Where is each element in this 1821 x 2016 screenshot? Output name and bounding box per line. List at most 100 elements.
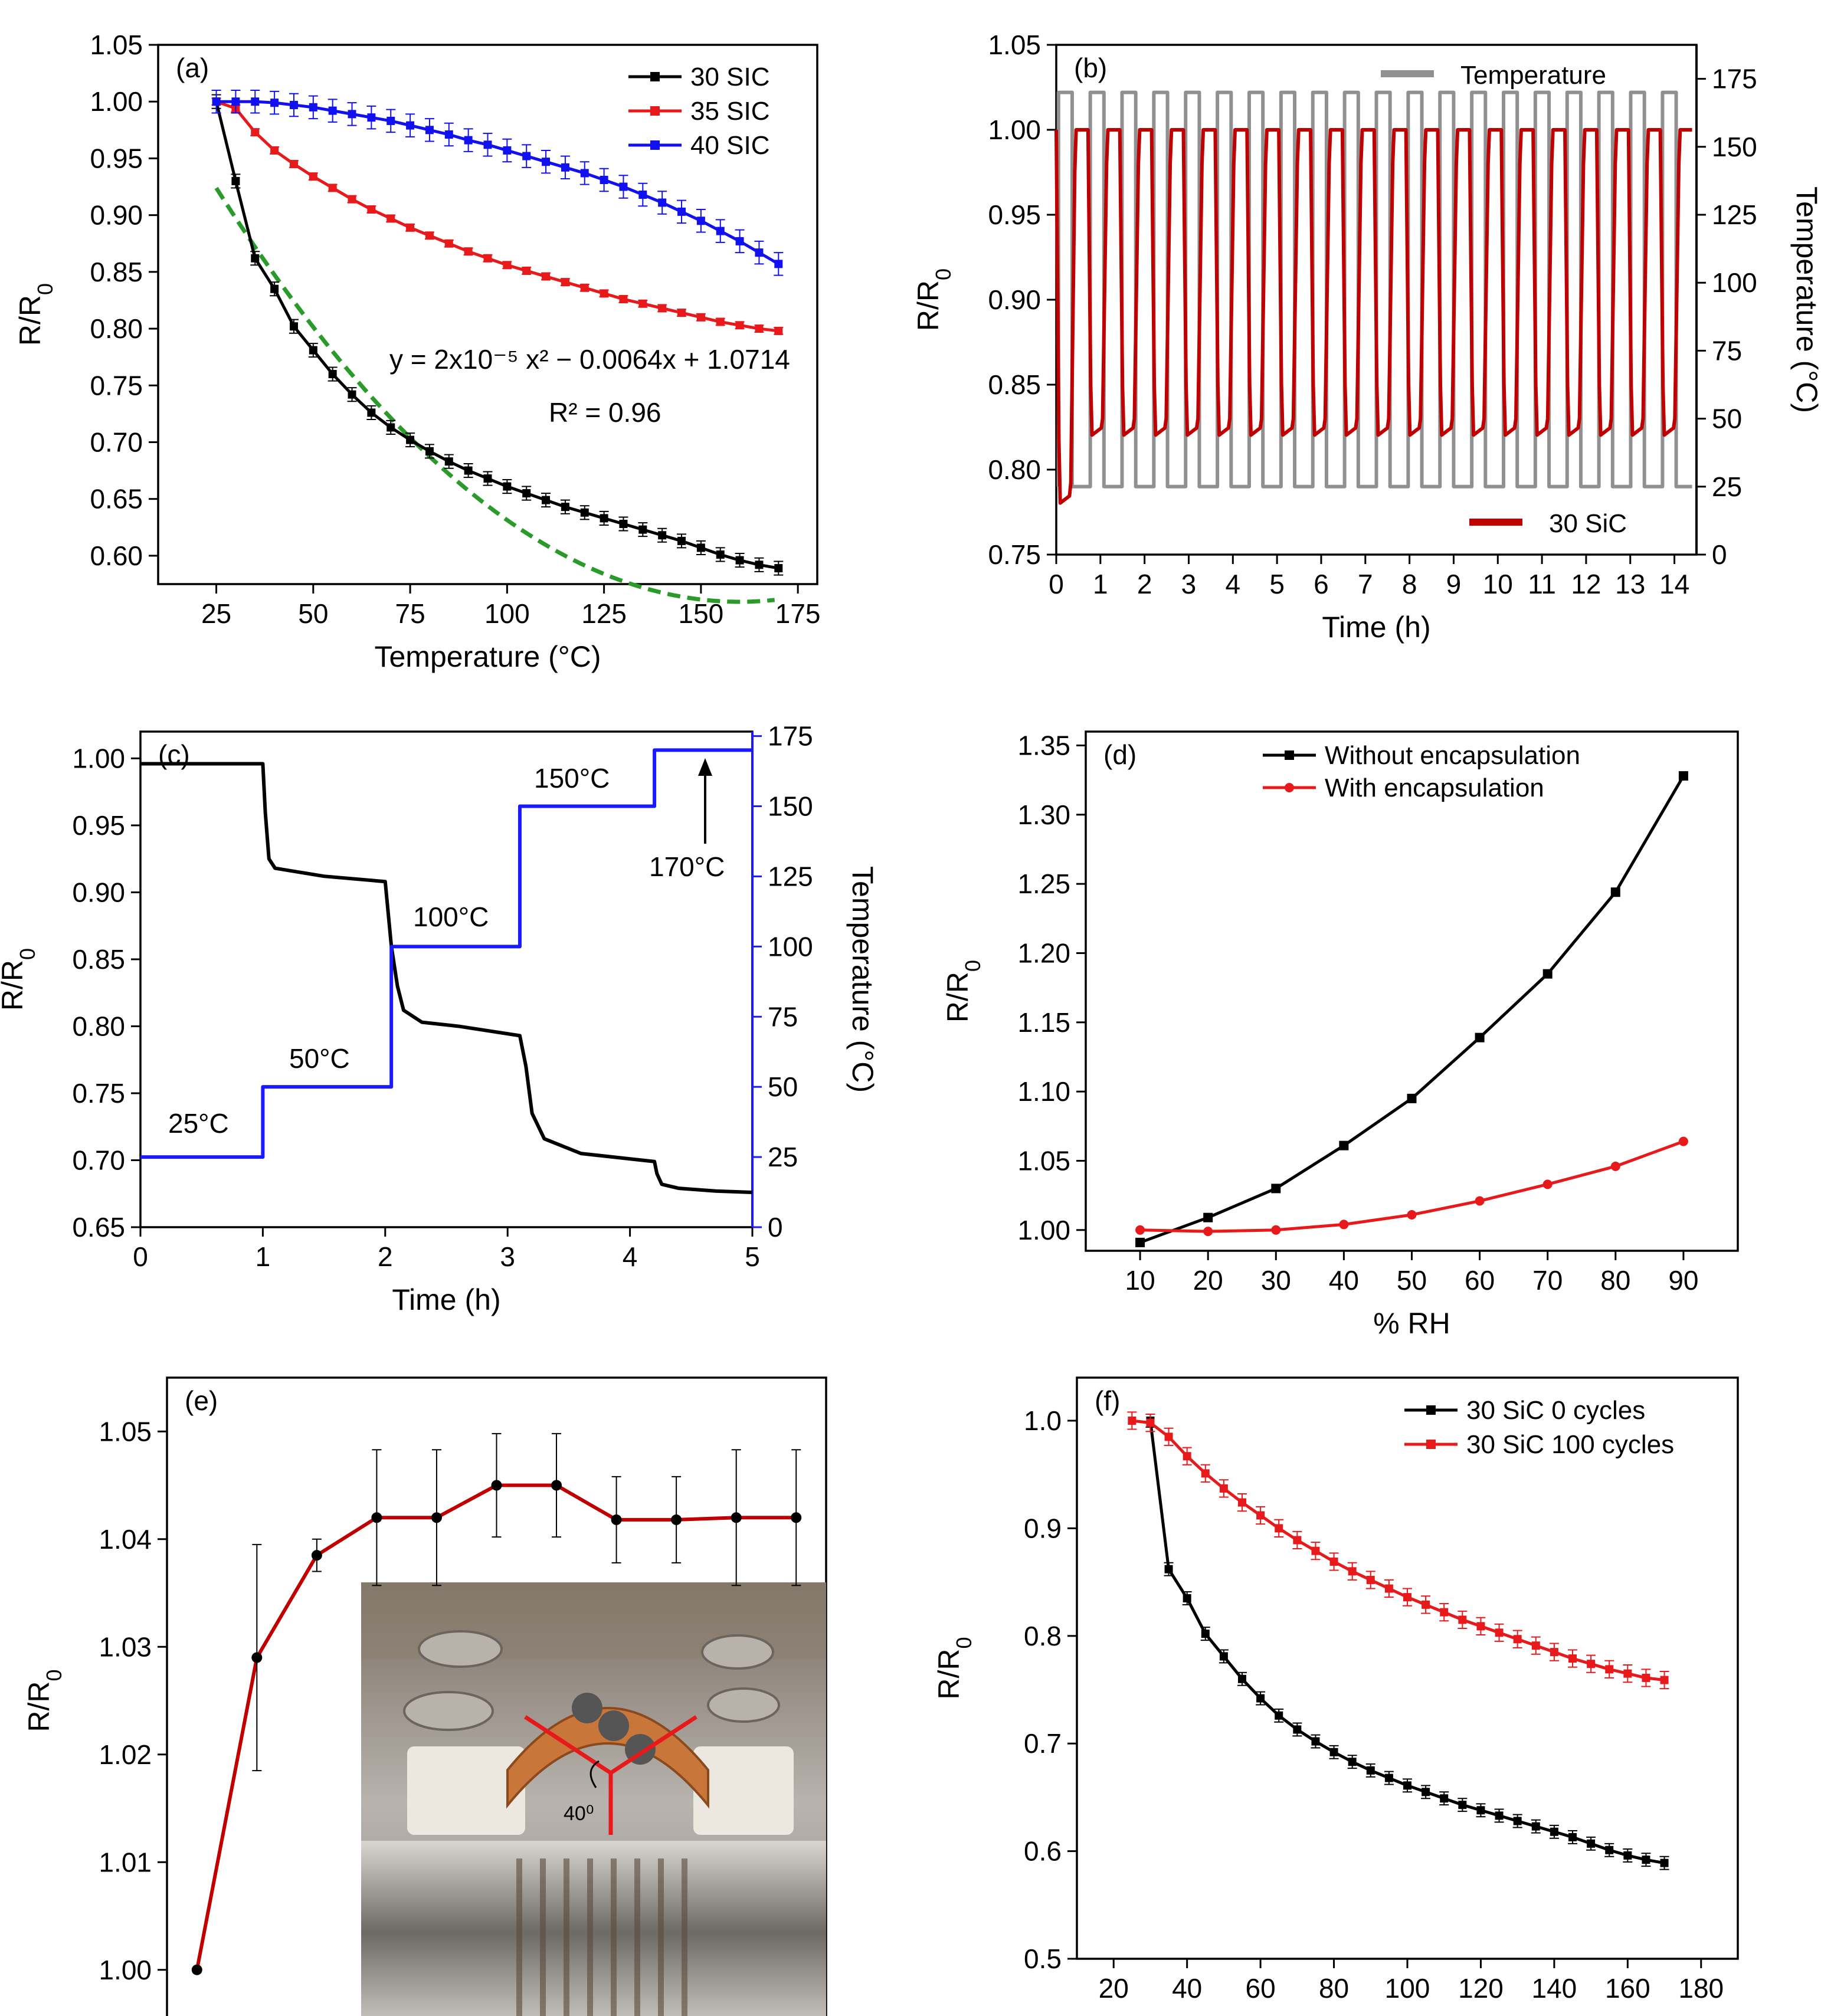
data-point [491,1480,502,1491]
x-tick-label: 4 [1226,569,1241,599]
y2-tick-label: 25 [768,1142,798,1172]
data-point [1256,1694,1265,1703]
data-point [328,106,337,115]
data-point [311,1550,322,1561]
fit-equation: y = 2x10⁻⁵ x² − 0.0064x + 1.0714 [389,344,790,375]
data-point [791,1512,802,1523]
y2-tick-label: 0 [768,1212,783,1243]
data-point [1366,1575,1375,1584]
legend-label: Temperature [1460,61,1606,90]
data-point [619,295,628,304]
data-point [677,309,686,317]
data-point [406,223,415,232]
data-point [348,110,356,119]
x-tick-label: 1 [1093,569,1108,599]
data-point [735,237,744,245]
data-point [371,1512,382,1523]
step-label: 100°C [413,902,489,932]
x-tick-label: 40 [1172,1973,1202,2004]
data-point [600,175,608,184]
series-line [215,101,779,570]
data-point [1403,1593,1411,1602]
data-point [716,317,725,326]
y2-tick-label: 25 [1712,471,1742,502]
x-tick-label: 70 [1532,1265,1563,1296]
data-point [1550,1648,1558,1657]
data-point [191,1964,202,1975]
x-tick-label: 30 [1261,1265,1291,1296]
x-tick-label: 60 [1465,1265,1495,1296]
y-tick-label: 0.7 [1024,1728,1062,1759]
data-point [503,146,512,155]
data-point [561,278,569,287]
x-tick-label: 5 [1269,569,1285,599]
data-point [406,435,415,444]
data-point [619,182,628,191]
data-point [755,560,764,569]
data-point [425,126,434,135]
data-point [1623,1851,1632,1860]
data-point [1183,1594,1191,1602]
data-point [387,116,395,125]
data-point [1183,1452,1191,1461]
y-tick-label: 0.80 [72,1011,125,1041]
y-tick-label: 0.80 [988,454,1041,485]
x-tick-label: 160 [1605,1973,1650,2004]
x-tick-label: 8 [1402,569,1417,599]
data-point [1311,1737,1320,1746]
legend-label: 30 SiC [1549,509,1627,538]
y2-tick-label: 175 [768,721,813,752]
step-label: 25°C [168,1108,229,1139]
data-point [658,304,667,313]
step-label: 50°C [289,1043,350,1074]
data-point [251,128,260,137]
data-point [1678,1136,1688,1146]
x-tick-label: 180 [1678,1973,1724,2004]
data-point [561,163,569,172]
x-tick-label: 14 [1659,569,1689,599]
data-point [1128,1416,1137,1425]
y-tick-label: 0.75 [988,539,1041,570]
data-point [638,299,647,308]
x-axis-title: Time (h) [1322,611,1430,644]
series-line [216,100,780,265]
data-point [483,474,492,483]
y-tick-label: 0.75 [72,1078,125,1109]
data-point [251,254,260,263]
data-point [1495,1628,1504,1637]
chart-panel-f: 20 40 60 80 100 120 140 160 180 0.5 0.6 0.7 0.8 0.9 1.… [932,1376,1739,2016]
panel-label: (f) [1095,1385,1120,1416]
panel-label: (e) [185,1385,218,1416]
data-point [367,408,376,417]
y-tick-label: 0.70 [72,1145,125,1175]
data-point [444,130,453,139]
y-tick-label: 0.85 [72,944,125,975]
chart-panel-a: 25 50 75 100 125 150 175 0.60 0.65 0.70 0.75 0.80 0.… [14,29,821,673]
y2-tick-label: 50 [1712,404,1742,434]
data-point [1568,1654,1577,1663]
y-tick-label: 1.04 [99,1524,152,1555]
data-point [1293,1536,1302,1545]
data-point [212,97,221,106]
data-point [348,195,356,204]
data-point [638,525,647,534]
y-tick-label: 1.03 [99,1631,152,1662]
data-point [1203,1227,1213,1237]
data-point [231,176,240,185]
data-point [309,103,317,112]
data-point [638,190,647,199]
x-axis-title: % RH [1373,1307,1450,1340]
plot-frame [157,44,818,585]
x-tick-label: 13 [1615,569,1645,599]
x-tick-label: 0 [1049,569,1064,599]
data-point [774,260,783,268]
data-point [1587,1839,1596,1848]
data-point [1348,1758,1357,1766]
data-point [696,217,705,225]
x-tick-label: 175 [775,598,821,629]
data-point [367,205,376,214]
data-point [716,227,725,235]
x-tick-label: 75 [395,598,425,629]
data-point [1339,1140,1349,1150]
